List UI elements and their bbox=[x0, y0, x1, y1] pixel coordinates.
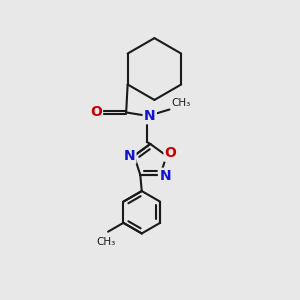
Text: O: O bbox=[90, 106, 102, 119]
Text: O: O bbox=[165, 146, 177, 161]
Text: CH₃: CH₃ bbox=[96, 237, 116, 247]
Text: CH₃: CH₃ bbox=[171, 98, 190, 108]
Text: N: N bbox=[144, 109, 155, 123]
Text: N: N bbox=[159, 169, 171, 183]
Text: N: N bbox=[124, 149, 135, 163]
